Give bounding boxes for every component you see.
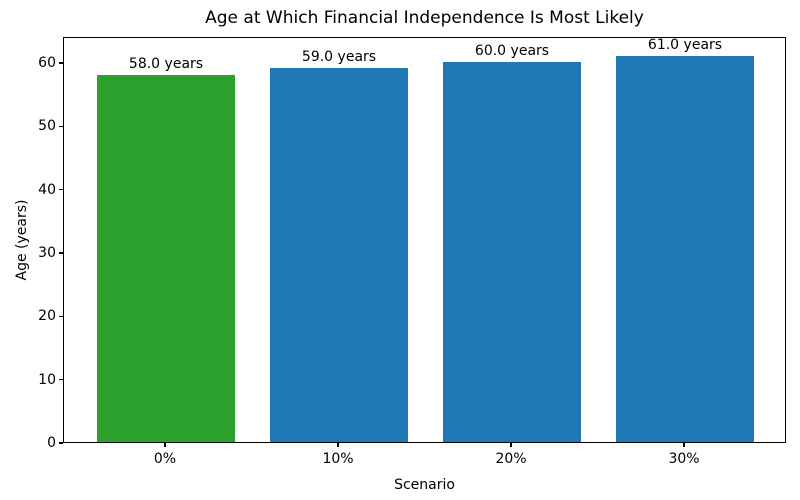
x-tick-label: 30%	[668, 451, 700, 467]
chart-title: Age at Which Financial Independence Is M…	[205, 8, 644, 28]
x-axis-tick	[337, 443, 339, 447]
x-axis-tick	[164, 443, 166, 447]
bar-value-label: 61.0 years	[647, 37, 723, 53]
plot-area: 58.0 years 59.0 years 60.0 years 61.0 years	[63, 37, 786, 443]
y-tick-label: 60	[38, 54, 56, 71]
y-axis-tick	[59, 442, 63, 444]
y-axis-tick	[59, 125, 63, 127]
bar-value-label: 58.0 years	[128, 56, 204, 72]
y-tick-label: 40	[38, 181, 56, 198]
bar-10%	[270, 68, 408, 442]
y-tick-label: 50	[38, 118, 56, 135]
x-axis-label: Scenario	[394, 477, 455, 493]
y-axis-tick	[59, 188, 63, 191]
bar-30%	[616, 56, 754, 442]
y-axis-tick	[59, 315, 63, 317]
x-tick-label: 10%	[322, 451, 354, 467]
bars-layer: 58.0 years 59.0 years 60.0 years 61.0 years	[64, 37, 785, 442]
x-axis-tick	[683, 443, 685, 447]
y-axis-tick	[59, 252, 63, 254]
bar-0%	[97, 75, 235, 442]
y-axis-tick	[59, 378, 63, 381]
x-axis-tick	[510, 443, 512, 447]
y-tick-label: 10	[38, 371, 56, 388]
bar-20%	[443, 62, 581, 442]
y-tick-label: 30	[38, 244, 56, 261]
y-axis-tick	[59, 62, 63, 64]
bar-value-label: 59.0 years	[301, 49, 377, 65]
x-tick-label: 0%	[153, 451, 177, 467]
y-tick-label: 20	[38, 308, 56, 325]
x-tick-label: 20%	[495, 451, 527, 467]
y-tick-label: 0	[47, 435, 56, 451]
bar-value-label: 60.0 years	[474, 43, 550, 59]
